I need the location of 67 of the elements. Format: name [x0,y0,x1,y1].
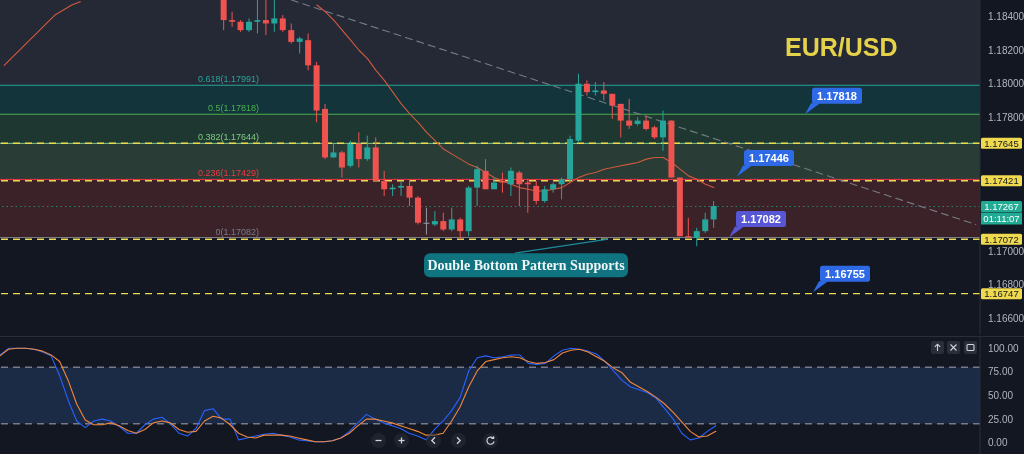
candlestick [254,0,261,34]
candlestick [558,177,565,200]
candlestick [617,103,624,138]
candlestick [262,0,269,36]
y-tick-label: 1.18000 [988,78,1024,90]
candlestick [626,98,633,130]
ref-line-label: 0.618(1.17991) [197,74,259,85]
line-series [3,1,81,66]
candlestick [643,115,650,132]
candlestick [482,158,489,190]
candlestick [685,217,692,239]
text: 01:11:07 [983,212,1020,224]
candlestick [457,217,464,241]
ref-line-label: 1.17421 [984,175,1019,187]
annotation: 1.17446 [749,151,789,164]
y-tick-label: 1.18200 [988,44,1024,56]
candlestick [550,182,557,194]
y-tick-label: 0.00 [988,437,1008,449]
annotation: 1.17818 [817,89,857,102]
candlestick [423,207,430,235]
candlestick [398,180,405,197]
candlestick [347,140,354,168]
ref-line-label: 0.382(1.17644) [197,132,259,143]
candlestick [355,131,362,168]
candlestick [448,207,455,232]
y-tick-label: 1.17800 [988,111,1024,123]
candlestick [583,79,590,96]
y-tick-label: 25.00 [988,413,1014,425]
candlestick [364,135,371,162]
candlestick [271,0,278,33]
candlestick [474,165,481,207]
ref-line-label: 1.16747 [984,288,1019,300]
y-tick-label: 1.16600 [988,312,1024,324]
ref-line-label: 0.5(1.17818) [207,103,259,114]
candlestick [246,17,252,33]
y-tick-label: 1.16800 [988,279,1024,291]
candlestick [338,150,345,179]
candlestick [220,0,227,31]
y-tick-label: 1.17000 [988,245,1024,257]
y-tick-label: 1.18400 [988,11,1024,23]
candlestick [659,110,666,152]
ref-line-label: 0.236(1.17429) [197,168,259,179]
candlestick [702,212,709,234]
annotation: 1.16755 [825,267,865,280]
candlestick [516,170,523,207]
ref-line-label: 1.17267 [984,200,1019,212]
ref-line-label: 0(1.17082) [215,226,259,237]
candlestick [288,22,295,45]
annotation: Double Bottom Pattern Supports [427,257,626,273]
candlestick [406,178,413,207]
candlestick [440,212,447,232]
candlestick [381,170,388,197]
y-tick-label: 50.00 [988,390,1014,402]
ref-line-label: 1.17645 [984,137,1019,149]
candlestick [229,11,236,28]
text: EUR/USD [785,33,898,61]
candlestick [533,180,540,205]
ref-line-label: 1.17072 [984,233,1019,245]
candlestick [693,227,700,247]
candlestick [499,172,506,194]
candlestick [431,210,438,227]
candlestick [507,167,514,197]
y-tick-label: 100.00 [988,342,1020,354]
candlestick [609,93,616,120]
annotation: 1.17082 [741,212,781,225]
y-tick-label: 75.00 [988,366,1014,378]
candlestick [600,81,607,101]
